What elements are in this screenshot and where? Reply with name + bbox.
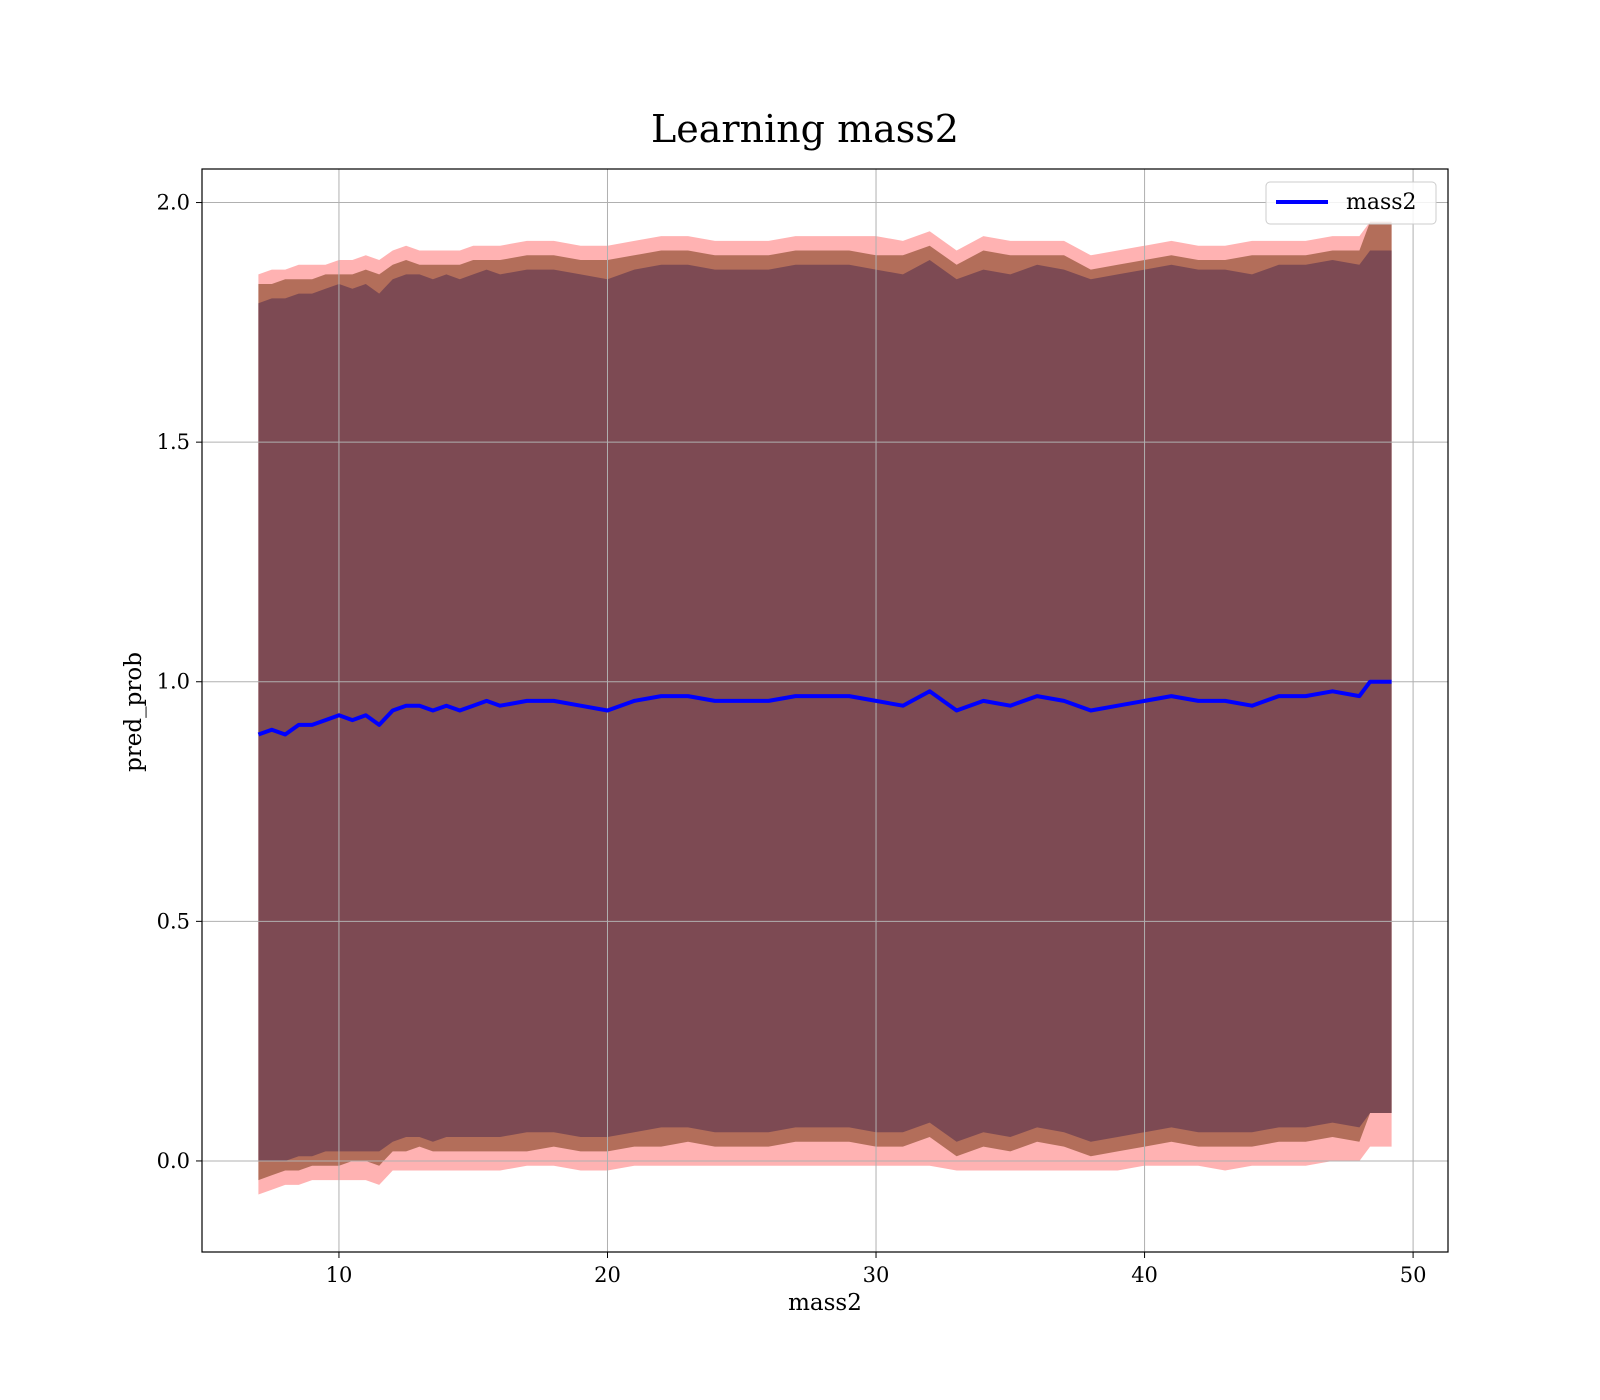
y-axis-label: pred_prob bbox=[121, 652, 147, 772]
y-tick-label: 1.5 bbox=[157, 430, 190, 454]
series-line-1 bbox=[257, 679, 1392, 737]
legend-label: mass2 bbox=[1346, 190, 1417, 215]
y-ticks: 0.0 0.5 1.0 1.5 2.0 bbox=[157, 191, 202, 1173]
chart-title: Learning mass2 bbox=[651, 107, 959, 151]
x-axis-label: mass2 bbox=[788, 1290, 862, 1316]
y-tick-label: 1.0 bbox=[157, 670, 190, 694]
x-tick-label: 10 bbox=[326, 1263, 353, 1287]
legend-box bbox=[1265, 181, 1437, 225]
confidence-band-3 bbox=[258, 250, 1392, 1161]
plot-frame bbox=[201, 168, 1449, 1253]
x-tick-label: 40 bbox=[1131, 1263, 1158, 1287]
x-ticks: 10 20 30 40 50 bbox=[326, 1252, 1427, 1287]
x-tick-label: 20 bbox=[594, 1263, 621, 1287]
x-tick-label: 50 bbox=[1400, 1263, 1427, 1287]
confidence-bands bbox=[258, 221, 1392, 1195]
legend: mass2 bbox=[1265, 181, 1437, 225]
y-tick-label: 0.0 bbox=[157, 1149, 190, 1173]
y-tick-label: 2.0 bbox=[157, 191, 190, 215]
x-tick-label: 30 bbox=[863, 1263, 890, 1287]
grid bbox=[202, 169, 1448, 1252]
series-lines bbox=[257, 679, 1392, 737]
y-tick-label: 0.5 bbox=[157, 909, 190, 933]
